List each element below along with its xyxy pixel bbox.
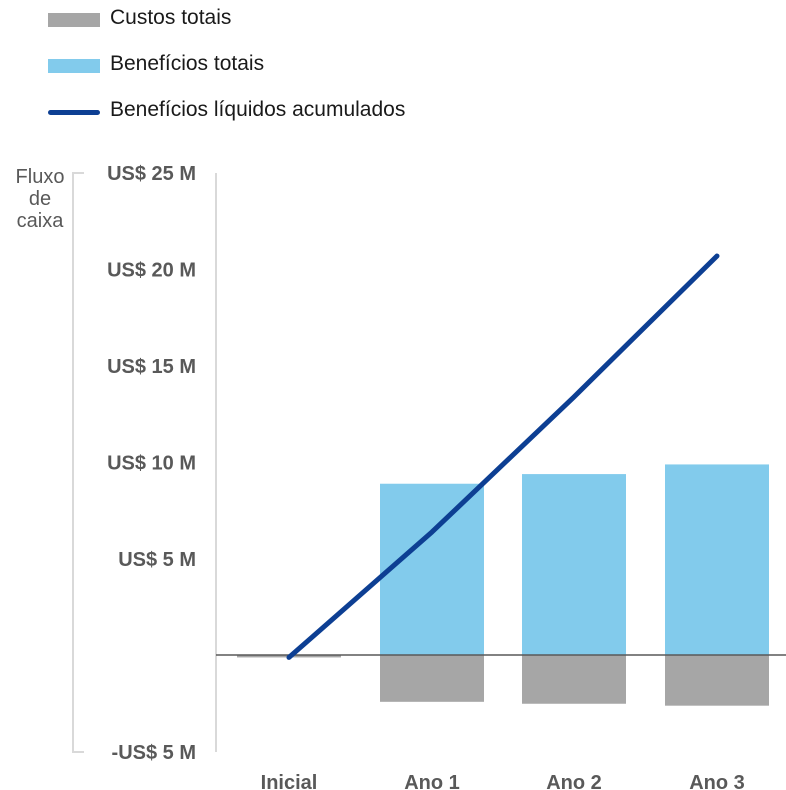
category-label: Ano 1 (404, 772, 460, 790)
category-label: Inicial (261, 772, 318, 790)
costs-bar (380, 655, 484, 702)
legend-swatch-costs (48, 13, 100, 27)
benefits-bar (665, 464, 769, 656)
costs-bar (522, 655, 626, 704)
y-tick-label: US$ 10 M (107, 453, 196, 475)
y-axis-label-line-3: caixa (17, 210, 65, 232)
legend-label-benefits: Benefícios totais (110, 52, 265, 75)
y-tick-label: US$ 25 M (107, 163, 196, 185)
y-axis-label-line-1: Fluxo (16, 166, 65, 188)
y-axis-label: Fluxo de caixa (16, 166, 65, 232)
benefits-bars (380, 464, 769, 656)
costs-bar (665, 655, 769, 706)
y-tick-label: US$ 5 M (118, 549, 196, 571)
y-tick-labels: US$ 25 M US$ 20 M US$ 15 M US$ 10 M US$ 5 M -… (107, 163, 196, 764)
y-tick-label: US$ 15 M (107, 356, 196, 378)
y-label-bracket (72, 172, 84, 753)
benefits-bar (380, 483, 484, 656)
cumulative-line-group (286, 253, 720, 660)
y-tick-label: US$ 20 M (107, 260, 196, 282)
legend-swatch-cumulative (48, 110, 100, 115)
category-label: Ano 3 (689, 772, 745, 790)
cumulative-benefits-line (286, 253, 720, 660)
y-tick-label: -US$ 5 M (112, 742, 196, 764)
y-axis-label-line-2: de (29, 188, 51, 210)
benefits-bar (522, 474, 626, 656)
costs-bars (237, 655, 769, 706)
category-labels: Inicial Ano 1 Ano 2 Ano 3 (261, 772, 745, 790)
legend-swatch-benefits (48, 59, 100, 73)
legend-label-cumulative: Benefícios líquidos acumulados (110, 98, 406, 121)
legend-label-costs: Custos totais (110, 6, 232, 29)
category-label: Ano 2 (546, 772, 602, 790)
